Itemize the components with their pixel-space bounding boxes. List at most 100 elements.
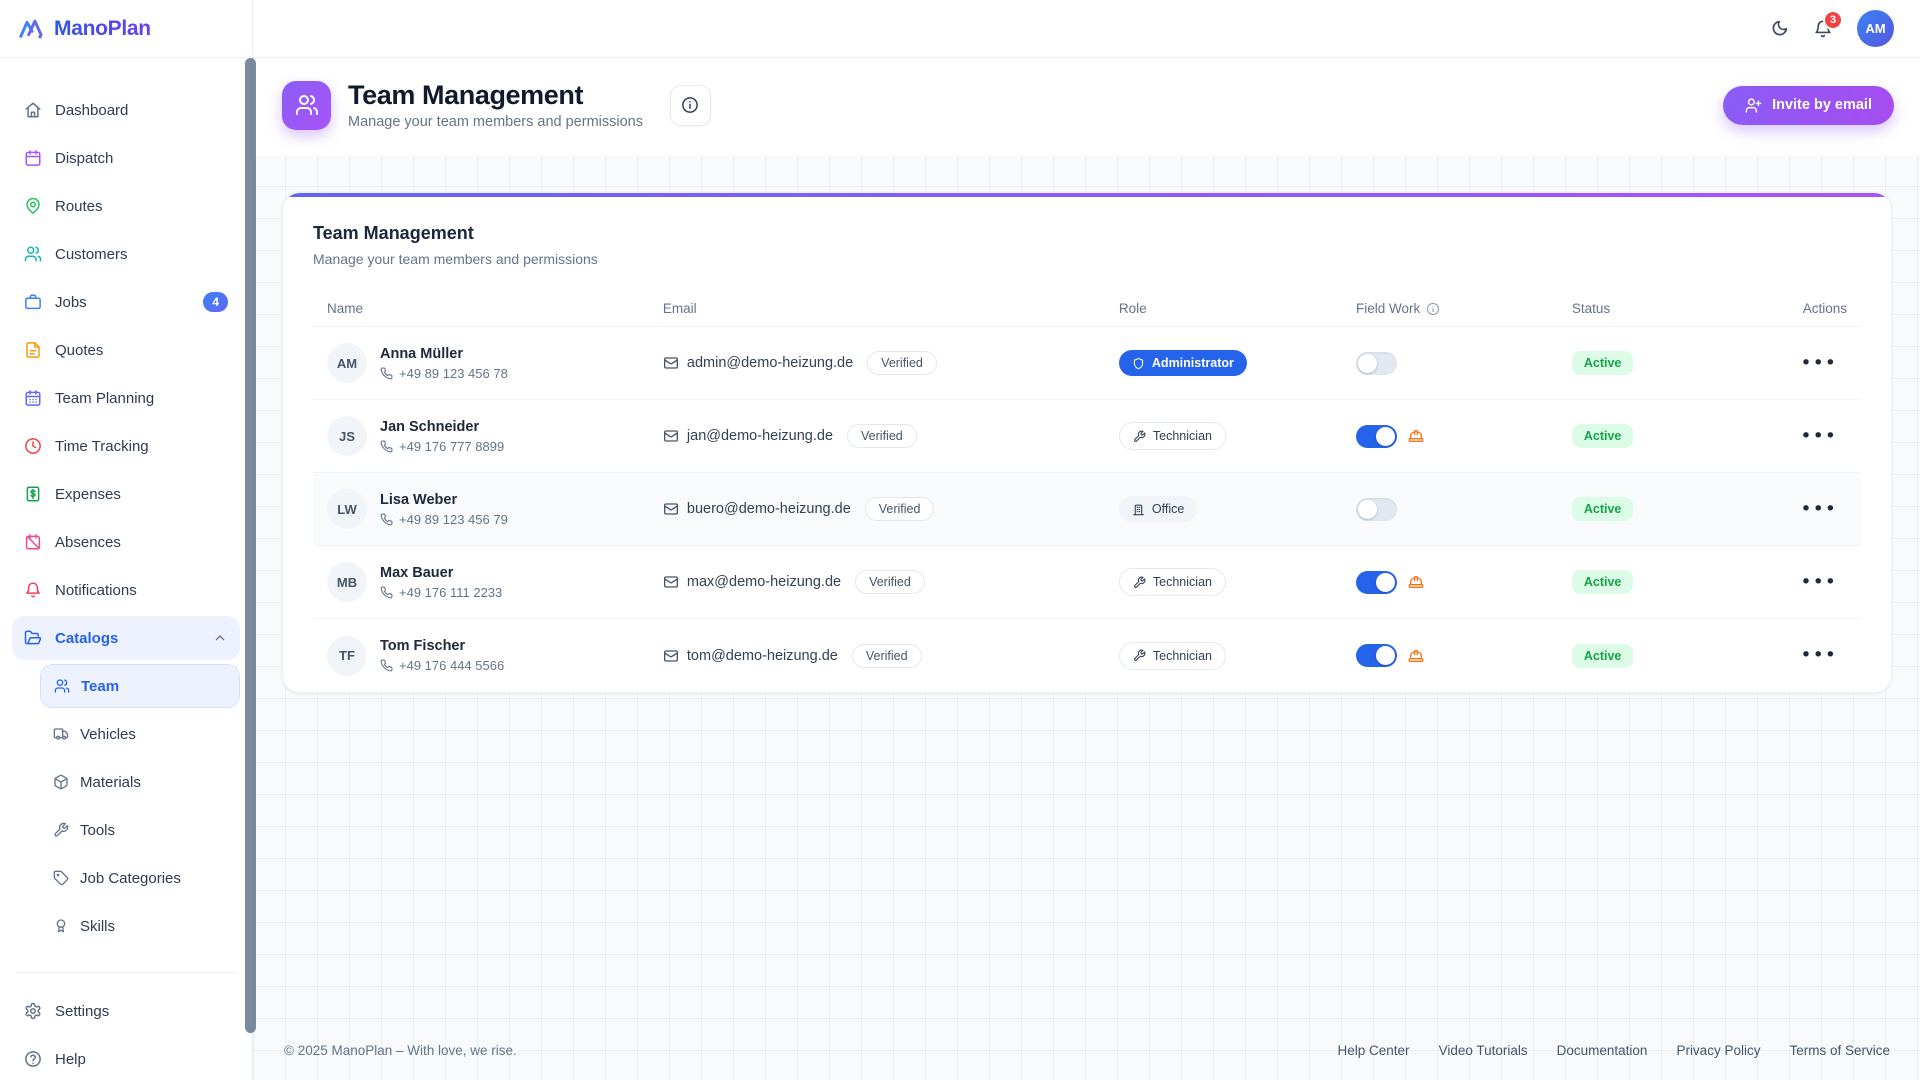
member-phone-text: +49 176 444 5566 (399, 658, 505, 673)
sidebar-item-label: Tools (80, 821, 116, 839)
field-work-toggle[interactable] (1356, 497, 1398, 521)
sidebar-item-dispatch[interactable]: Dispatch (12, 136, 240, 180)
role-label: Technician (1152, 429, 1212, 443)
notifications-button[interactable]: 3 (1813, 9, 1843, 39)
column-header-status: Status (1571, 301, 1611, 316)
page-info-button[interactable] (669, 84, 711, 126)
table-row: MB Max Bauer +49 176 111 2233 max@demo-h… (313, 546, 1861, 619)
sidebar-item-team[interactable]: Team (40, 664, 240, 708)
footer-link-documentation[interactable]: Documentation (1556, 1043, 1648, 1058)
info-icon[interactable] (1426, 302, 1440, 316)
file-text-icon (24, 341, 42, 359)
footer-link-video-tutorials[interactable]: Video Tutorials (1438, 1043, 1528, 1058)
role-label: Technician (1152, 648, 1212, 663)
status-badge: Active (1571, 570, 1634, 594)
users-icon (295, 93, 319, 117)
table-body: AM Anna Müller +49 89 123 456 78 admin@d… (313, 327, 1861, 692)
sidebar-item-materials[interactable]: Materials (40, 760, 240, 804)
sidebar-item-label: Settings (55, 1002, 110, 1020)
sidebar-item-job-categories[interactable]: Job Categories (40, 856, 240, 900)
sidebar-item-tools[interactable]: Tools (40, 808, 240, 852)
sidebar-item-label: Skills (80, 917, 116, 935)
award-icon (53, 918, 69, 934)
sidebar-item-routes[interactable]: Routes (12, 184, 240, 228)
row-actions-button[interactable]: ••• (1800, 644, 1837, 666)
sidebar-item-dashboard[interactable]: Dashboard (12, 88, 240, 132)
building-icon (1132, 503, 1145, 516)
member-phone: +49 176 777 8899 (380, 439, 504, 454)
folder-open-icon (24, 629, 42, 647)
row-actions-button[interactable]: ••• (1800, 351, 1837, 374)
member-phone-text: +49 89 123 456 78 (399, 365, 508, 381)
info-icon (681, 96, 699, 114)
mail-icon (663, 648, 679, 664)
footer-link-help-center[interactable]: Help Center (1337, 1043, 1410, 1058)
field-work-toggle[interactable] (1356, 351, 1398, 375)
hard-hat-icon (1408, 428, 1424, 444)
role-label: Technician (1152, 575, 1212, 589)
sidebar-item-label: Materials (80, 773, 141, 791)
column-header-name: Name (327, 301, 364, 316)
table-header: Name Email Role Field Work Status Action… (313, 291, 1861, 327)
sidebar-item-help[interactable]: Help (12, 1037, 240, 1080)
row-actions-button[interactable]: ••• (1800, 570, 1837, 593)
sidebar-item-quotes[interactable]: Quotes (12, 328, 240, 372)
sidebar-item-settings[interactable]: Settings (12, 989, 240, 1033)
row-actions-button[interactable]: ••• (1800, 424, 1837, 447)
toggle-knob (1376, 646, 1396, 665)
invite-by-email-button[interactable]: Invite by email (1723, 85, 1894, 125)
member-name: Lisa Weber (380, 491, 458, 508)
phone-icon (380, 659, 393, 672)
sidebar-scrollbar[interactable] (245, 58, 256, 1033)
sidebar-item-jobs[interactable]: Jobs 4 (12, 280, 240, 324)
wrench-icon (1133, 430, 1146, 443)
dark-mode-toggle-button[interactable] (1769, 19, 1789, 39)
mail-icon (663, 355, 679, 371)
card-accent-line (283, 193, 1891, 197)
table-row: JS Jan Schneider +49 176 777 8899 jan@de… (313, 400, 1861, 473)
hard-hat-icon (1408, 574, 1424, 590)
field-work-toggle[interactable] (1356, 570, 1398, 594)
sidebar-item-catalogs[interactable]: Catalogs (12, 616, 240, 660)
avatar: LW (327, 489, 367, 529)
sidebar-nav: Dashboard Dispatch Routes Customers Jobs… (0, 58, 252, 1080)
help-circle-icon (24, 1050, 42, 1068)
sidebar-item-customers[interactable]: Customers (12, 232, 240, 276)
toggle-knob (1358, 499, 1378, 519)
sidebar-item-expenses[interactable]: Expenses (12, 472, 240, 516)
user-avatar[interactable]: AM (1857, 10, 1894, 47)
field-work-toggle[interactable] (1356, 424, 1398, 448)
sidebar-item-label: Expenses (55, 485, 121, 503)
member-phone: +49 89 123 456 78 (380, 366, 508, 381)
member-email: max@demo-heizung.de (686, 574, 842, 590)
tag-icon (53, 870, 69, 886)
brand-name: ManoPlan (54, 16, 151, 40)
table-row: LW Lisa Weber +49 89 123 456 79 buero@de… (313, 473, 1861, 546)
member-email: jan@demo-heizung.de (686, 428, 834, 444)
brand-logo[interactable]: ManoPlan (0, 0, 252, 58)
row-actions-button[interactable]: ••• (1800, 497, 1837, 520)
card-title: Team Management (313, 223, 474, 243)
member-name: Max Bauer (380, 564, 454, 581)
sidebar-item-vehicles[interactable]: Vehicles (40, 712, 240, 756)
sidebar-item-absences[interactable]: Absences (12, 520, 240, 564)
team-management-card: Team Management Manage your team members… (282, 192, 1892, 693)
verified-badge: Verified (851, 643, 922, 668)
status-badge: Active (1571, 351, 1634, 375)
sidebar-item-label: Quotes (55, 341, 104, 359)
calendar-icon (24, 149, 42, 167)
member-email: admin@demo-heizung.de (686, 355, 854, 371)
sidebar-item-team-planning[interactable]: Team Planning (12, 376, 240, 420)
footer-link-privacy-policy[interactable]: Privacy Policy (1676, 1043, 1761, 1058)
column-header-role: Role (1118, 301, 1147, 316)
footer-link-terms-of-service[interactable]: Terms of Service (1789, 1043, 1890, 1058)
topbar: 3 AM (253, 0, 1920, 58)
users-icon (24, 245, 42, 263)
page-title: Team Management (348, 80, 584, 110)
sidebar-item-skills[interactable]: Skills (40, 904, 240, 948)
sidebar-item-notifications[interactable]: Notifications (12, 568, 240, 612)
member-phone: +49 176 444 5566 (380, 658, 504, 673)
member-email: buero@demo-heizung.de (686, 501, 851, 517)
field-work-toggle[interactable] (1356, 644, 1398, 667)
sidebar-item-time-tracking[interactable]: Time Tracking (12, 424, 240, 468)
